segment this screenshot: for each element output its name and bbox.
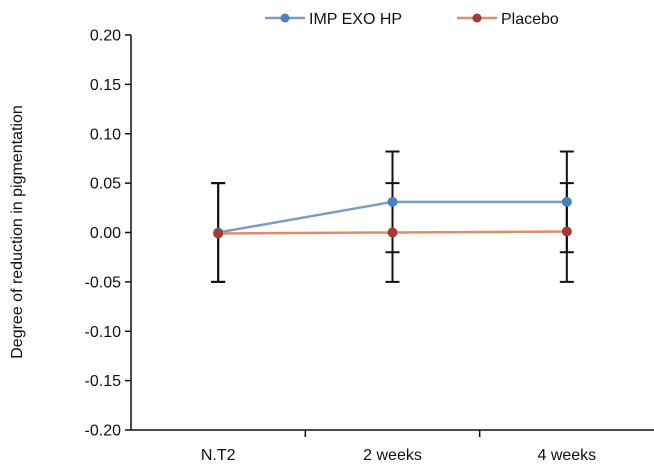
x-tick-label: 2 weeks: [363, 447, 422, 464]
legend-marker-placebo: [472, 13, 482, 23]
error-bars: [211, 150, 574, 283]
x-tick-label: 4 weeks: [537, 447, 596, 464]
y-tick-label: 0.20: [90, 28, 121, 45]
legend-marker-imp-exo-hp: [280, 13, 290, 23]
legend-item-imp-exo-hp: IMP EXO HP: [265, 11, 402, 28]
data-point-imp-exo-hp: [387, 196, 398, 207]
legend-item-placebo: Placebo: [457, 11, 559, 28]
y-tick-label: 0.15: [90, 77, 121, 94]
y-tick-label: -0.10: [85, 324, 122, 341]
x-tick-label: N.T2: [201, 447, 236, 464]
data-point-placebo: [561, 226, 572, 237]
y-tick-label: 0.10: [90, 126, 121, 143]
y-tick-label: -0.20: [85, 423, 122, 440]
data-point-placebo: [213, 228, 224, 239]
x-axis: N.T2 2 weeks 4 weeks: [131, 429, 654, 464]
data-point-imp-exo-hp: [561, 196, 572, 207]
data-point-placebo: [387, 227, 398, 238]
legend-label-placebo: Placebo: [501, 11, 559, 28]
legend-label-imp-exo-hp: IMP EXO HP: [309, 11, 402, 28]
y-tick-label: 0.00: [90, 225, 121, 242]
y-tick-label: 0.05: [90, 176, 121, 193]
y-tick-label: -0.15: [85, 373, 122, 390]
legend: IMP EXO HP Placebo: [265, 11, 559, 28]
y-tick-label: -0.05: [85, 274, 122, 291]
series-markers: [213, 196, 572, 239]
y-axis-title: Degree of reduction in pigmentation: [9, 105, 26, 359]
y-axis: 0.20 0.15 0.10 0.05 0.00 -0.05 -0.10 -0.15 -0.20: [85, 28, 132, 440]
